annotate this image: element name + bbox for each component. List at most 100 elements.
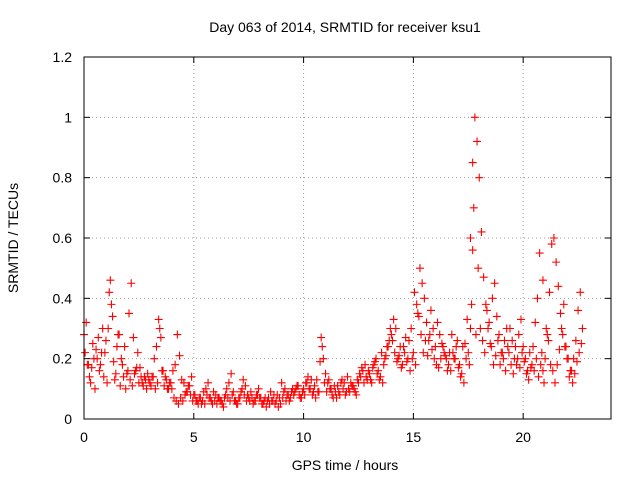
data-point-marker	[495, 330, 504, 339]
data-point-marker	[327, 384, 336, 393]
data-point-marker	[269, 390, 278, 399]
y-tick-label: 0.4	[53, 290, 73, 306]
data-point-marker	[392, 357, 401, 366]
data-point-marker	[538, 366, 547, 375]
data-point-marker	[538, 276, 547, 285]
data-point-marker	[459, 378, 468, 387]
data-point-marker	[357, 363, 366, 372]
data-point-marker	[276, 399, 285, 408]
data-point-marker	[447, 330, 456, 339]
data-point-marker	[514, 330, 523, 339]
data-point-marker	[417, 330, 426, 339]
data-point-marker	[401, 333, 410, 342]
data-point-marker	[81, 348, 90, 357]
data-point-marker	[513, 354, 522, 363]
data-point-marker	[406, 366, 415, 375]
data-point-marker	[87, 363, 96, 372]
data-point-marker	[366, 375, 375, 384]
data-point-marker	[522, 369, 531, 378]
data-point-marker	[228, 390, 237, 399]
data-point-marker	[310, 381, 319, 390]
data-point-marker	[434, 363, 443, 372]
data-point-marker	[101, 336, 110, 345]
data-point-marker	[142, 384, 151, 393]
data-point-marker	[296, 393, 305, 402]
y-tick-label: 0	[64, 411, 72, 427]
data-point-marker	[381, 351, 390, 360]
data-point-marker	[516, 315, 525, 324]
data-point-marker	[542, 324, 551, 333]
data-point-marker	[164, 384, 173, 393]
data-point-marker	[152, 342, 161, 351]
data-point-marker	[412, 300, 421, 309]
data-point-marker	[156, 333, 165, 342]
x-tick-label: 10	[296, 429, 312, 445]
data-point-marker	[311, 393, 320, 402]
data-point-marker	[524, 375, 533, 384]
data-point-marker	[439, 342, 448, 351]
y-axis-title: SRMTID / TECUs	[5, 183, 21, 293]
grid-lines	[84, 57, 611, 419]
data-point-marker	[503, 342, 512, 351]
data-point-marker	[212, 399, 221, 408]
data-point-marker	[108, 312, 117, 321]
data-point-marker	[415, 264, 424, 273]
data-point-marker	[289, 390, 298, 399]
data-point-marker	[88, 339, 97, 348]
data-point-marker	[436, 354, 445, 363]
data-point-marker	[227, 369, 236, 378]
data-point-marker	[135, 363, 144, 372]
data-point-marker	[122, 369, 131, 378]
data-point-marker	[90, 384, 99, 393]
data-point-marker	[518, 348, 527, 357]
y-tick-labels: 0 0.2 0.4 0.6 0.8 1 1.2	[53, 49, 73, 427]
data-point-marker	[552, 258, 561, 267]
y-tick-label: 0.8	[53, 170, 73, 186]
data-point-marker	[565, 372, 574, 381]
y-tick-label: 0.2	[53, 351, 73, 367]
data-point-marker	[111, 369, 120, 378]
x-axis-title: GPS time / hours	[292, 457, 399, 473]
data-point-marker	[92, 345, 101, 354]
data-point-marker	[294, 381, 303, 390]
axis-ticks	[83, 56, 611, 420]
data-point-marker	[520, 357, 529, 366]
data-point-marker	[197, 399, 206, 408]
data-point-marker	[138, 378, 147, 387]
data-point-marker	[362, 372, 371, 381]
data-point-marker	[429, 324, 438, 333]
data-point-marker	[466, 234, 475, 242]
data-point-marker	[375, 375, 384, 384]
data-point-marker	[118, 360, 127, 369]
data-point-marker	[133, 348, 142, 357]
data-point-marker	[481, 300, 490, 309]
data-point-marker	[329, 393, 338, 402]
data-point-marker	[501, 366, 510, 375]
data-point-marker	[353, 375, 362, 384]
data-point-marker	[460, 339, 469, 348]
data-point-marker	[454, 363, 463, 372]
data-point-marker	[171, 360, 180, 369]
data-point-marker	[508, 336, 517, 345]
data-point-marker	[241, 381, 250, 390]
data-point-marker	[473, 137, 482, 146]
data-point-marker	[462, 354, 471, 363]
data-point-marker	[89, 354, 98, 363]
data-point-marker	[468, 158, 477, 167]
data-point-marker	[421, 336, 430, 345]
data-point-marker	[545, 288, 554, 297]
data-point-marker	[555, 345, 564, 354]
data-point-marker	[500, 336, 509, 345]
data-point-marker	[243, 390, 252, 399]
data-point-marker	[467, 300, 476, 309]
data-point-marker	[525, 348, 534, 357]
data-point-marker	[114, 330, 123, 339]
data-point-marker	[321, 369, 330, 378]
data-point-marker	[318, 342, 327, 351]
data-point-marker	[400, 348, 409, 357]
data-point-marker	[100, 348, 109, 357]
data-point-marker	[351, 387, 360, 396]
data-point-marker	[278, 393, 287, 402]
data-point-marker	[120, 342, 129, 351]
data-point-marker	[307, 375, 316, 384]
